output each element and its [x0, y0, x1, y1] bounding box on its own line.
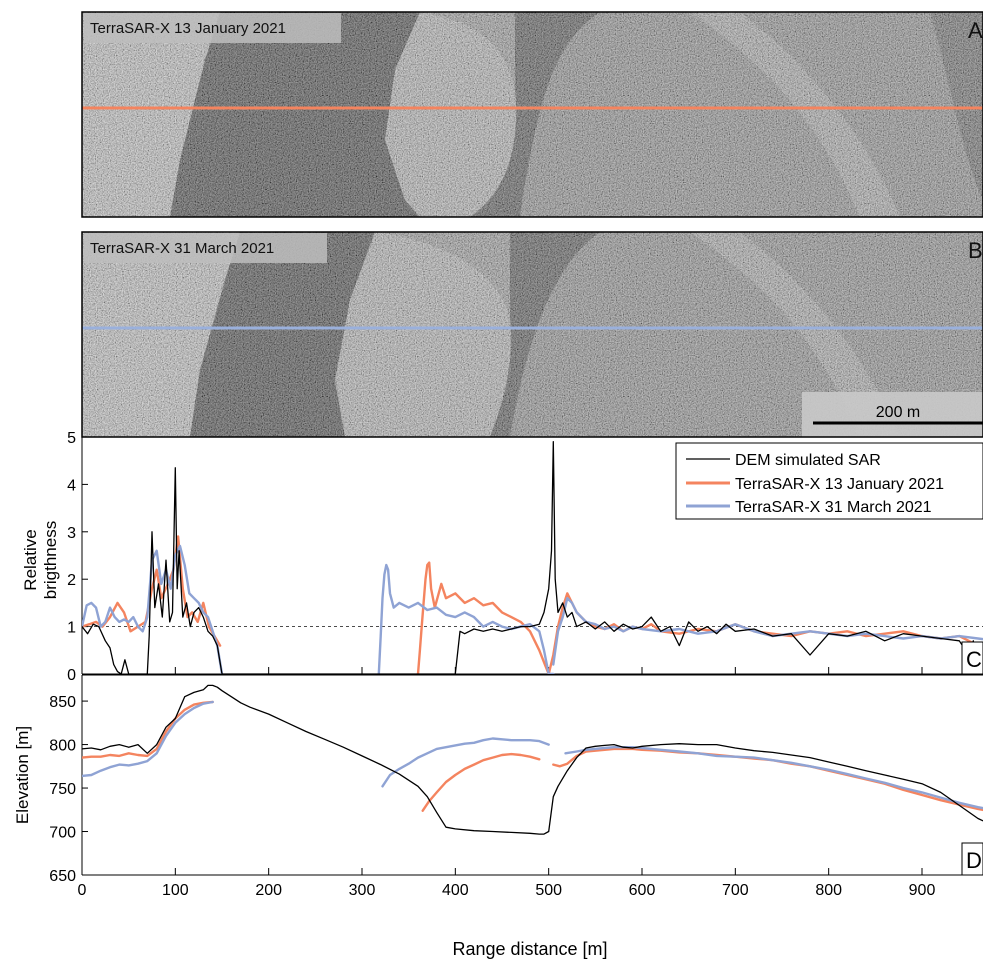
legend-label-jan: TerraSAR-X 13 January 2021	[735, 476, 944, 493]
scale-bar-label: 200 m	[876, 404, 920, 421]
xtick-label-7: 700	[722, 882, 749, 899]
chart-c-ylabel-line1: Relative	[21, 529, 40, 590]
series-2-segment-0	[82, 702, 213, 776]
xtick-label-8: 800	[815, 882, 842, 899]
ytick-label-2: 750	[49, 781, 76, 798]
ytick-label-0: 0	[67, 667, 76, 684]
series-2-segment-2	[566, 747, 983, 809]
xtick-label-6: 600	[629, 882, 656, 899]
series-0-segment-0	[82, 685, 983, 842]
ytick-label-4: 4	[67, 477, 76, 494]
series-2-segment-0	[82, 546, 222, 674]
chart-c-ylabel-line2: brigthness	[41, 521, 60, 599]
ytick-label-1: 700	[49, 825, 76, 842]
chart-d-xlabel: Range distance [m]	[452, 939, 607, 959]
panel-b-label: TerraSAR-X 31 March 2021	[90, 240, 274, 257]
xtick-label-1: 100	[162, 882, 189, 899]
xtick-label-2: 200	[255, 882, 282, 899]
xtick-label-3: 300	[349, 882, 376, 899]
chart-c-panel-letter: C	[966, 647, 982, 672]
series-2-segment-1	[379, 565, 554, 674]
ytick-label-5: 5	[67, 430, 76, 447]
chart-c-ytick-labels: 0 1 2 3 4 5	[67, 430, 76, 684]
xtick-label-0: 0	[78, 882, 87, 899]
chart-d-panel-letter: D	[966, 848, 982, 873]
series-1-segment-1	[418, 563, 549, 674]
ytick-label-0: 650	[49, 868, 76, 885]
ytick-label-3: 3	[67, 525, 76, 542]
panel-a-letter: A	[968, 18, 983, 43]
xtick-label-4: 400	[442, 882, 469, 899]
chart-d-ticks	[82, 701, 983, 875]
chart-d-series	[82, 685, 983, 842]
series-1-segment-2	[553, 749, 983, 811]
chart-d-ytick-labels: 650 700 750 800 850	[49, 694, 76, 885]
sar-panel-a	[82, 12, 983, 217]
xtick-label-5: 500	[535, 882, 562, 899]
series-1-segment-1	[423, 754, 540, 811]
ytick-label-1: 1	[67, 620, 76, 637]
chart-d-ylabel: Elevation [m]	[13, 726, 32, 824]
ytick-label-4: 850	[49, 694, 76, 711]
ytick-label-3: 800	[49, 738, 76, 755]
panel-b-letter: B	[968, 238, 983, 263]
xtick-label-9: 900	[909, 882, 936, 899]
chart-d-xtick-labels: 01002003004005006007008009001000	[78, 882, 983, 899]
panel-a-label: TerraSAR-X 13 January 2021	[90, 20, 286, 37]
legend-label-dem: DEM simulated SAR	[735, 452, 881, 469]
sar-panel-b	[82, 232, 983, 437]
ytick-label-2: 2	[67, 572, 76, 589]
legend-label-mar: TerraSAR-X 31 March 2021	[735, 499, 932, 516]
chart-c-legend: DEM simulated SAR TerraSAR-X 13 January …	[676, 443, 983, 519]
